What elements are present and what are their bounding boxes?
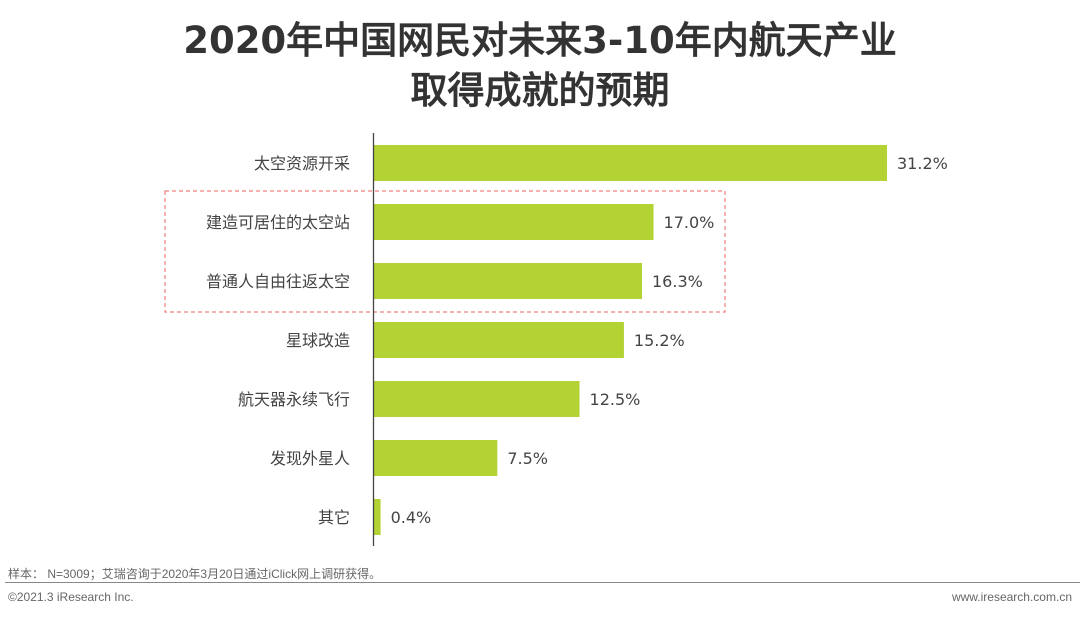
bar-3 — [374, 322, 624, 358]
category-label-1: 建造可居住的太空站 — [206, 213, 350, 232]
bar-1 — [374, 204, 654, 240]
value-label-3: 15.2% — [634, 331, 685, 350]
chart-title-line-1: 2020年中国网民对未来3-10年内航天产业 — [183, 19, 897, 62]
value-label-1: 17.0% — [664, 213, 715, 232]
category-label-4: 航天器永续飞行 — [238, 390, 350, 409]
source-note: 样本： N=3009；艾瑞咨询于2020年3月20日通过iClick网上调研获得… — [8, 567, 382, 581]
website: www.iresearch.com.cn — [951, 590, 1072, 604]
category-label-0: 太空资源开采 — [254, 154, 350, 173]
bar-chart: 太空资源开采 31.2% 建造可居住的太空站 17.0% 普通人自由往返太空 16.3% 星… — [164, 133, 948, 546]
bar-4 — [374, 381, 580, 417]
bar-0 — [374, 145, 887, 181]
bar-2 — [374, 263, 643, 299]
category-label-3: 星球改造 — [286, 331, 350, 350]
highlight-box — [164, 190, 726, 313]
bar-5 — [374, 440, 498, 476]
copyright: ©2021.3 iResearch Inc. — [8, 590, 134, 604]
value-label-5: 7.5% — [507, 449, 548, 468]
category-label-5: 发现外星人 — [270, 449, 350, 468]
bar-6 — [374, 499, 381, 535]
value-label-0: 31.2% — [897, 154, 948, 173]
footer-divider — [5, 582, 1080, 583]
value-label-4: 12.5% — [590, 390, 641, 409]
category-label-2: 普通人自由往返太空 — [206, 272, 350, 291]
category-label-6: 其它 — [318, 508, 350, 527]
chart-title-line-2: 取得成就的预期 — [410, 69, 670, 112]
value-label-2: 16.3% — [652, 272, 703, 291]
value-label-6: 0.4% — [391, 508, 432, 527]
